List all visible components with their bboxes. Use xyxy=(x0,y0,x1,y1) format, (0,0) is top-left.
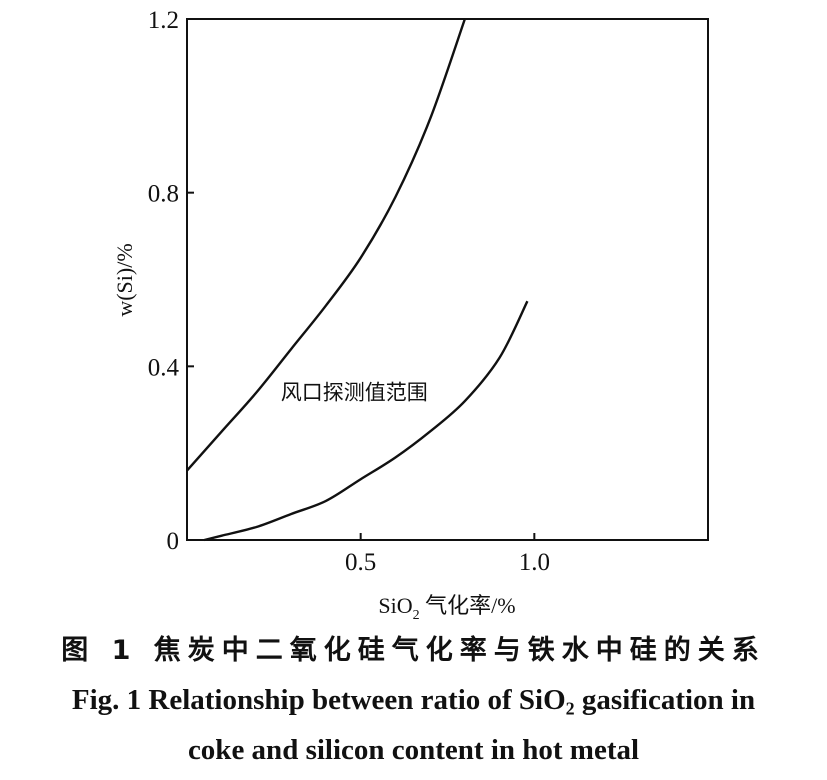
series-line-1 xyxy=(186,18,467,472)
caption-line1-subscript: 2 xyxy=(565,698,575,719)
x-tick-label: 1.0 xyxy=(519,549,550,576)
figure-caption-chinese: 图 1 焦炭中二氧化硅气化率与铁水中硅的关系 xyxy=(61,635,766,666)
x-tick-label: 0.5 xyxy=(345,549,376,576)
x-axis-label: SiO2 气化率/% xyxy=(378,593,515,620)
figure-caption-english-line1: Fig. 1 Relationship between ratio of SiO… xyxy=(0,684,827,719)
y-axis-label: w(Si)/% xyxy=(112,243,137,316)
series-line-2 xyxy=(204,300,529,542)
annotation-label: 风口探测值范围 xyxy=(281,380,428,404)
x-axis-label-prefix: SiO xyxy=(378,593,412,618)
tick-labels: 0 0.4 0.8 1.2 0.5 1.0 xyxy=(148,7,550,576)
series-layer xyxy=(186,18,529,542)
y-tick-label: 0 xyxy=(167,528,180,555)
chart: 0 0.4 0.8 1.2 0.5 1.0 w(Si)/% SiO2 气化率/% 风口探测… xyxy=(112,7,709,620)
caption-line1-prefix: Fig. 1 Relationship between ratio of SiO xyxy=(71,684,566,716)
y-tick-label: 0.4 xyxy=(148,354,180,381)
caption-line1-suffix: gasification in xyxy=(574,684,756,716)
y-tick-label: 1.2 xyxy=(148,7,179,34)
x-axis-label-subscript: 2 xyxy=(413,608,420,620)
figure-caption-english-line2: coke and silicon content in hot metal xyxy=(187,734,640,766)
plot-frame xyxy=(186,18,709,541)
y-tick-label: 0.8 xyxy=(148,181,179,208)
x-axis-label-suffix: 气化率/% xyxy=(420,593,516,618)
tick-marks xyxy=(187,191,536,540)
